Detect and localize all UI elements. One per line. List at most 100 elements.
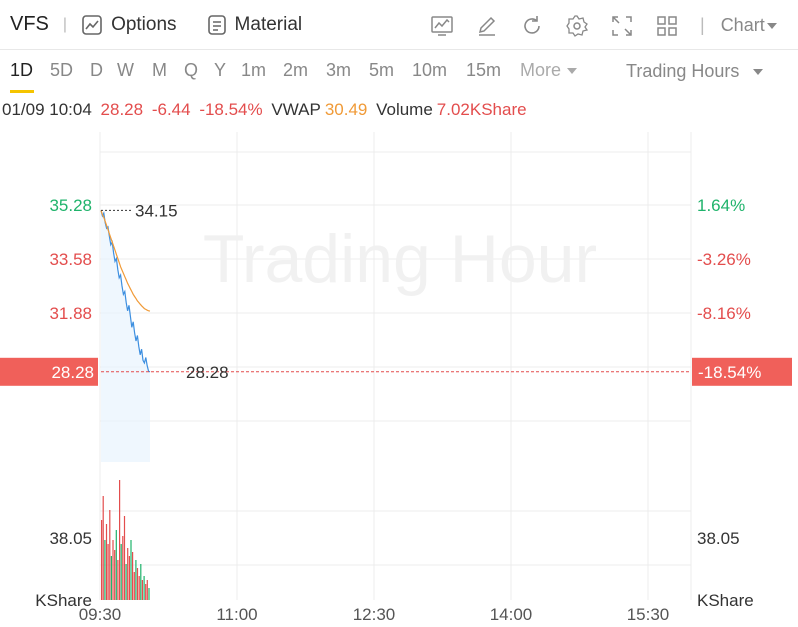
y-tick-left: 31.88	[49, 304, 92, 323]
settings-icon[interactable]	[563, 12, 591, 40]
chart-tools	[428, 12, 698, 40]
price-tag-left	[0, 357, 98, 386]
volume-bar	[130, 540, 132, 600]
volume-bar	[132, 552, 134, 600]
y-tick-left: 35.28	[49, 196, 92, 215]
options-button[interactable]: Options	[81, 13, 177, 36]
tab-q[interactable]: Q	[184, 60, 199, 80]
volume-bar	[117, 560, 119, 600]
watermark-text: Trading Hour	[203, 221, 597, 297]
volume-bar	[140, 564, 142, 600]
trading-hours-dropdown[interactable]: Trading Hours	[626, 61, 764, 82]
y-tick-right: -8.16%	[697, 304, 751, 323]
tab-3m[interactable]: 3m	[326, 60, 352, 80]
volume-bar	[125, 564, 127, 600]
volume-bar	[104, 540, 106, 600]
volume-bar	[119, 480, 121, 600]
tab-1m[interactable]: 1m	[241, 60, 267, 80]
x-tick-label: 11:00	[216, 605, 257, 624]
volume-bar	[146, 580, 148, 600]
volume-bar	[145, 584, 147, 600]
volume-bar	[127, 548, 129, 600]
high-marker-label: 34.15	[135, 201, 178, 220]
tab-1d[interactable]: 1D	[10, 60, 34, 80]
x-tick-label: 14:00	[490, 605, 533, 624]
tab-5m[interactable]: 5m	[369, 60, 395, 80]
volume-bar	[107, 544, 109, 600]
volume-bar	[112, 540, 114, 600]
tab-5d[interactable]: 5D	[50, 60, 74, 80]
more-label: More	[520, 60, 562, 80]
period-tabs: 1D 5D D W M Q Y 1m 2m 3m 5m 10m 15m More…	[0, 50, 798, 94]
y-tick-left: 28.28	[51, 363, 94, 382]
volume-bar	[114, 550, 116, 600]
document-icon	[207, 14, 226, 35]
options-icon	[82, 14, 102, 35]
indicator-icon[interactable]	[428, 12, 456, 40]
volume-bar	[136, 568, 139, 600]
y-tick-right: -3.26%	[697, 250, 751, 269]
top-toolbar: VFS | Options Material	[0, 0, 798, 50]
volume-bar	[143, 576, 145, 600]
active-tab-indicator	[10, 90, 34, 93]
x-tick-label: 15:30	[627, 605, 670, 624]
draw-icon[interactable]	[473, 12, 501, 40]
price-tag-right	[692, 357, 792, 386]
chevron-down-icon	[753, 68, 764, 75]
toolbar-divider: |	[62, 15, 68, 33]
tab-w[interactable]: W	[117, 60, 134, 80]
chart-type-select[interactable]: | Chart	[700, 15, 777, 36]
vwap-line	[100, 210, 151, 312]
tab-m[interactable]: M	[152, 60, 167, 80]
volume-label: Volume	[376, 100, 433, 119]
x-tick-label: 12:30	[353, 605, 396, 624]
quote-change-pct: -18.54%	[199, 100, 263, 119]
vwap-label: VWAP	[271, 100, 321, 119]
volume-bar	[120, 544, 122, 600]
layout-grid-icon[interactable]	[653, 12, 681, 40]
material-button[interactable]: Material	[207, 13, 303, 36]
symbol-label[interactable]: VFS	[10, 13, 49, 35]
volume-bar	[133, 572, 135, 600]
tab-15m[interactable]: 15m	[466, 60, 502, 80]
volume-value: 7.02KShare	[436, 100, 527, 119]
volume-bar	[128, 556, 130, 600]
toolbar-divider: |	[700, 15, 705, 35]
refresh-icon[interactable]	[518, 12, 546, 40]
volume-bar	[141, 580, 143, 600]
volume-bar	[102, 496, 104, 600]
quote-datetime: 01/09 10:04	[2, 100, 92, 119]
options-label: Options	[111, 13, 177, 35]
volume-bar	[110, 556, 112, 600]
volume-bar	[122, 536, 124, 600]
volume-axis-left: 38.05	[49, 529, 92, 548]
volume-bar	[115, 530, 117, 600]
tab-d[interactable]: D	[90, 60, 103, 80]
volume-bar	[123, 516, 126, 600]
tab-2m[interactable]: 2m	[283, 60, 309, 80]
fullscreen-icon[interactable]	[608, 12, 636, 40]
quote-change: -6.44	[151, 100, 191, 119]
chart-type-label: Chart	[720, 15, 765, 35]
x-tick-label: 09:30	[79, 605, 122, 624]
price-area	[101, 210, 150, 462]
material-label: Material	[234, 13, 303, 35]
y-tick-right: 1.64%	[697, 196, 745, 215]
quote-info-line: 01/09 10:04 28.28 -6.44 -18.54% VWAP 30.4…	[2, 100, 531, 120]
tab-10m[interactable]: 10m	[412, 60, 448, 80]
volume-bar	[101, 520, 103, 600]
volume-bar	[138, 576, 140, 600]
quote-price: 28.28	[100, 100, 144, 119]
volume-bar	[109, 510, 111, 600]
volume-bar	[135, 560, 137, 600]
trading-hours-label: Trading Hours	[626, 61, 740, 81]
vwap-value: 30.49	[324, 100, 368, 119]
volume-unit-left: KShare	[35, 591, 92, 610]
volume-bar	[148, 588, 150, 600]
volume-unit-right: KShare	[697, 591, 754, 610]
y-tick-right: -18.54%	[698, 363, 761, 382]
chevron-down-icon	[766, 22, 777, 29]
more-periods-dropdown[interactable]: More	[520, 60, 578, 81]
tab-y[interactable]: Y	[214, 60, 227, 80]
